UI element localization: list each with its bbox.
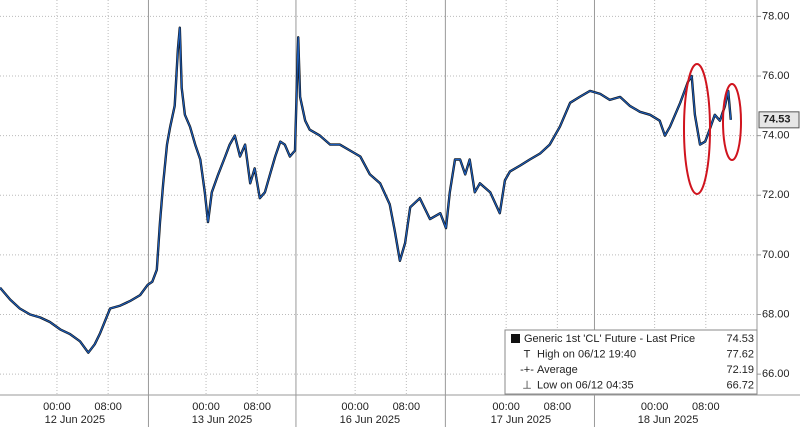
y-tick-label: 76.00	[762, 70, 790, 82]
day-label: 12 Jun 2025	[45, 414, 106, 426]
highlight-ellipse	[683, 63, 711, 195]
legend-icon: ⊥	[522, 379, 532, 391]
price-line	[0, 27, 732, 354]
legend-value: 74.53	[726, 333, 754, 345]
day-label: 17 Jun 2025	[491, 414, 552, 426]
x-tick-label: 00:00	[341, 401, 369, 413]
x-tick-label: 08:00	[544, 401, 572, 413]
legend-label: Low on 06/12 04:35	[537, 379, 634, 391]
y-tick-label: 70.00	[762, 249, 790, 261]
day-label: 18 Jun 2025	[638, 414, 699, 426]
legend-label: High on 06/12 19:40	[537, 348, 636, 360]
legend-icon: -+-	[520, 364, 534, 376]
last-price-label: 74.53	[763, 114, 791, 126]
y-tick-label: 68.00	[762, 308, 790, 320]
x-tick-label: 08:00	[393, 401, 421, 413]
legend-value: 72.19	[726, 364, 754, 376]
x-tick-label: 00:00	[641, 401, 669, 413]
y-tick-label: 74.00	[762, 130, 790, 142]
highlight-ellipse	[722, 83, 742, 161]
legend-value: 66.72	[726, 379, 754, 391]
legend-icon: T	[524, 348, 531, 360]
legend-label: Generic 1st 'CL' Future - Last Price	[524, 333, 695, 345]
day-label: 13 Jun 2025	[192, 414, 253, 426]
x-tick-label: 00:00	[192, 401, 220, 413]
legend-value: 77.62	[726, 348, 754, 360]
legend-label: Average	[537, 364, 578, 376]
x-tick-label: 00:00	[43, 401, 71, 413]
x-tick-label: 08:00	[243, 401, 271, 413]
day-label: 16 Jun 2025	[340, 414, 401, 426]
legend-box	[504, 329, 758, 395]
x-tick-label: 00:00	[492, 401, 520, 413]
y-tick-label: 72.00	[762, 189, 790, 201]
x-tick-label: 08:00	[94, 401, 122, 413]
x-tick-label: 08:00	[692, 401, 720, 413]
y-tick-label: 78.00	[762, 10, 790, 22]
y-tick-label: 66.00	[762, 368, 790, 380]
last-price-box	[758, 111, 800, 129]
legend-swatch	[511, 334, 520, 343]
